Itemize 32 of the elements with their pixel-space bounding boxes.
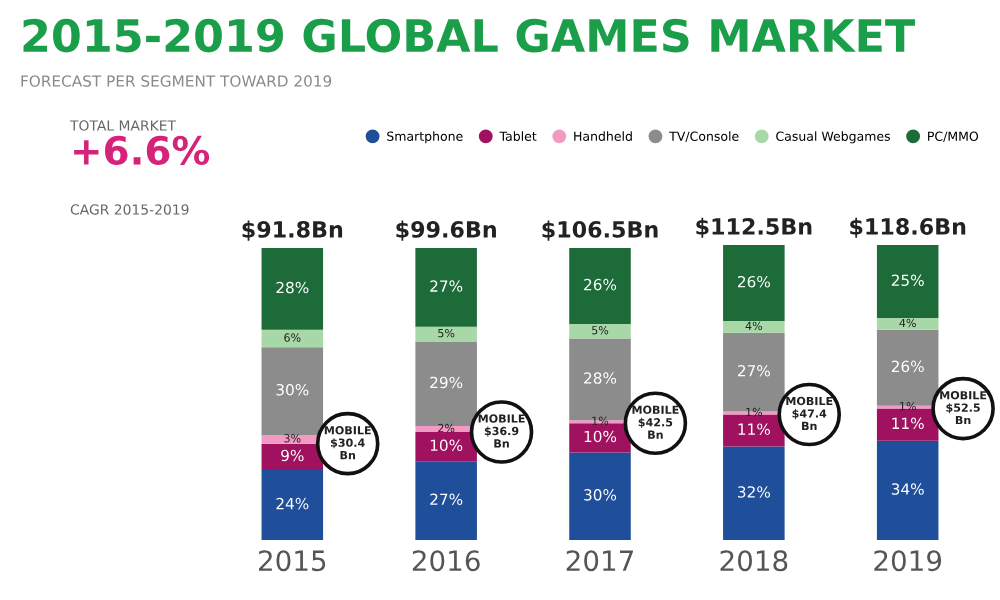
bar bbox=[876, 329, 939, 406]
bar bbox=[569, 323, 631, 339]
bar bbox=[876, 440, 939, 540]
bar bbox=[261, 248, 324, 330]
annotation: $106.5Bn bbox=[542, 220, 658, 241]
bar bbox=[569, 338, 631, 421]
bar bbox=[415, 341, 477, 427]
annotation: $112.5Bn bbox=[696, 217, 812, 238]
bar bbox=[723, 332, 785, 412]
bar bbox=[723, 446, 785, 540]
bar bbox=[261, 469, 324, 540]
bar bbox=[569, 452, 631, 540]
bar bbox=[415, 461, 477, 540]
annotation: $118.6Bn bbox=[850, 217, 966, 238]
x-tick-label: 2018 bbox=[720, 550, 788, 572]
bar bbox=[415, 248, 477, 327]
bar bbox=[415, 326, 477, 342]
x-tick-label: 2015 bbox=[259, 550, 326, 572]
bar bbox=[876, 318, 939, 330]
bar bbox=[261, 329, 324, 348]
annotation: $91.8Bn bbox=[242, 220, 343, 241]
bar bbox=[261, 347, 324, 435]
text: +6.6% bbox=[74, 135, 210, 166]
bar bbox=[723, 245, 785, 321]
x-tick-label: 2019 bbox=[874, 550, 942, 572]
bar bbox=[876, 245, 939, 319]
bar bbox=[723, 321, 785, 333]
x-tick-label: 2016 bbox=[412, 550, 480, 572]
annotation: $99.6Bn bbox=[396, 220, 496, 241]
bar bbox=[569, 248, 631, 324]
x-tick-label: 2017 bbox=[566, 550, 633, 572]
chart-title: 2015-2019 GLOBAL GAMES MARKET bbox=[23, 18, 916, 53]
